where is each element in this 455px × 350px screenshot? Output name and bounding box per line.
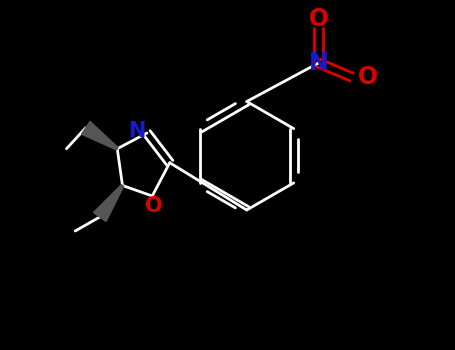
Polygon shape: [81, 121, 118, 150]
Text: O: O: [358, 65, 378, 89]
Text: O: O: [145, 196, 163, 217]
Text: O: O: [308, 7, 329, 31]
Text: N: N: [308, 51, 329, 75]
Polygon shape: [94, 185, 124, 222]
Text: N: N: [128, 121, 145, 141]
